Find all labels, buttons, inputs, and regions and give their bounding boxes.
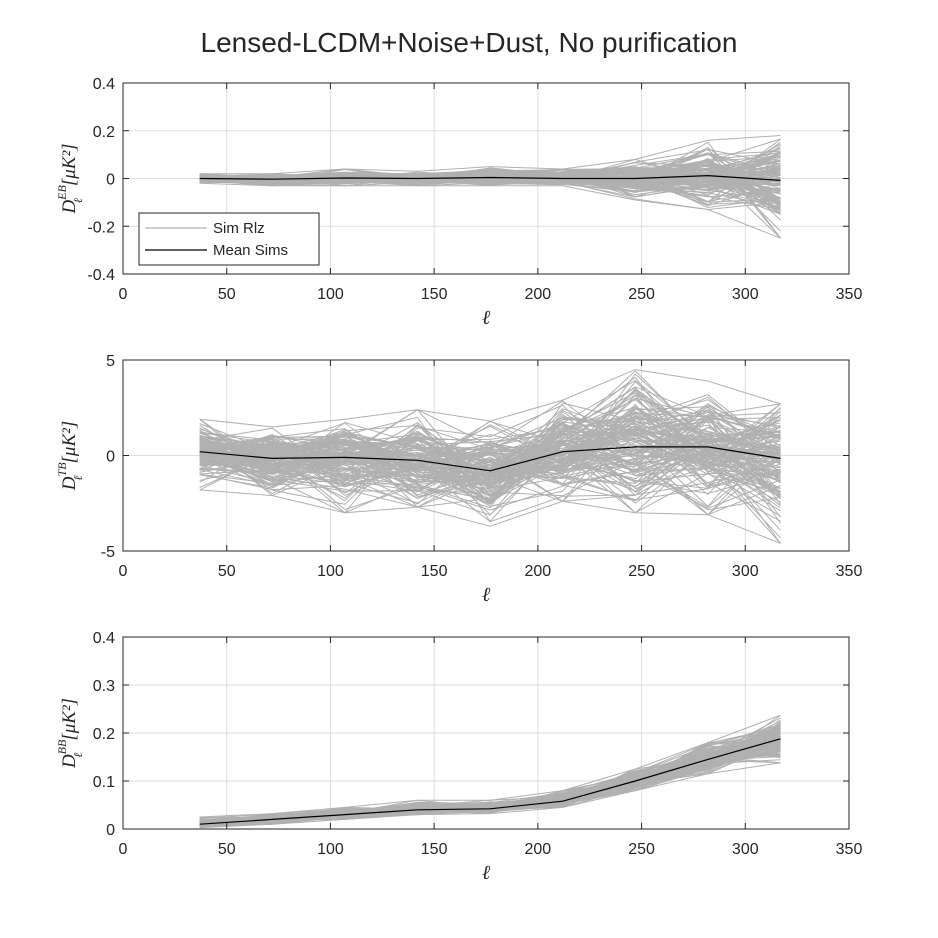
- sim-line: [199, 389, 781, 493]
- sim-line: [199, 424, 781, 493]
- y-tick-label: 0: [106, 449, 115, 466]
- legend: Sim Rlz Mean Sims: [138, 212, 320, 266]
- sim-line: [199, 419, 781, 484]
- mean-sims-line: [199, 446, 781, 472]
- sim-line: [199, 403, 781, 472]
- y-tick-label: 0.3: [93, 678, 115, 695]
- sim-line: [199, 437, 781, 487]
- sim-line: [199, 158, 781, 232]
- ticks: 0 50 100 150 200 250 300 350-505: [101, 353, 863, 580]
- ticks: 0 50 100 150 200 250 300 350 -0.4 -0.2 0 0.2 0.4: [87, 76, 862, 303]
- sim-line: [199, 422, 781, 468]
- x-tick-label: 350: [836, 563, 863, 580]
- x-tick-label: 350: [836, 841, 863, 858]
- sim-envelope-upper: [199, 369, 781, 428]
- sim-line: [199, 434, 781, 497]
- mean-sims-line: [199, 174, 781, 181]
- sim-line: [199, 432, 781, 512]
- sim-realizations: [199, 369, 781, 544]
- x-tick-label: 0: [119, 286, 128, 303]
- legend-label: Sim Rlz: [213, 220, 265, 237]
- sim-line: [199, 437, 781, 516]
- sim-line: [199, 394, 781, 479]
- subplots: 0 50 100 150 200 250 300 350-0.4-0.200.20.4ℓDEB…: [55, 76, 862, 884]
- y-tick-label: -0.2: [87, 219, 115, 236]
- x-tick-label: 100: [317, 286, 344, 303]
- sim-line: [199, 164, 781, 211]
- x-tick-label: 100: [317, 563, 344, 580]
- y-tick-label: -0.4: [87, 267, 115, 284]
- sim-envelope-lower: [199, 762, 781, 829]
- sim-line: [199, 739, 781, 822]
- sim-line: [199, 426, 781, 479]
- mean-sims-line: [199, 738, 781, 825]
- y-tick-label: 0: [106, 822, 115, 839]
- x-tick-label: 150: [421, 841, 448, 858]
- sim-envelope-lower: [199, 489, 781, 544]
- y-axis-label: DBBℓ[μK²]: [55, 698, 85, 769]
- x-tick-label: 250: [628, 286, 655, 303]
- x-tick-label: 250: [628, 563, 655, 580]
- x-tick-label: 200: [525, 841, 552, 858]
- x-tick-label: 200: [525, 286, 552, 303]
- x-tick-label: 200: [525, 563, 552, 580]
- x-tick-label: 150: [421, 286, 448, 303]
- sim-envelope-upper: [199, 714, 781, 818]
- sim-envelope-lower: [199, 182, 781, 239]
- y-axis-label: DEBℓ[μK²]: [55, 143, 85, 214]
- legend-label: Mean Sims: [213, 242, 288, 259]
- x-tick-label: 0: [119, 563, 128, 580]
- x-tick-label: 0: [119, 841, 128, 858]
- y-tick-label: -5: [101, 544, 115, 561]
- y-tick-label: 0.4: [93, 76, 115, 93]
- x-tick-label: 50: [218, 286, 236, 303]
- x-tick-label: 50: [218, 841, 236, 858]
- figure-title: Lensed-LCDM+Noise+Dust, No purification: [201, 27, 738, 58]
- sim-line: [199, 406, 781, 502]
- sim-line: [199, 443, 781, 514]
- sim-line: [199, 387, 781, 486]
- legend-box: [138, 212, 320, 266]
- y-tick-label: 0.4: [93, 630, 115, 647]
- x-axis-label: ℓ: [482, 307, 491, 329]
- x-tick-label: 350: [836, 286, 863, 303]
- x-tick-label: 300: [732, 841, 759, 858]
- sim-line: [199, 417, 781, 497]
- x-tick-label: 100: [317, 841, 344, 858]
- sim-envelope-upper: [199, 135, 781, 175]
- x-tick-label: 300: [732, 286, 759, 303]
- sim-line: [199, 406, 781, 494]
- x-tick-label: 300: [732, 563, 759, 580]
- x-tick-label: 50: [218, 563, 236, 580]
- sim-line: [199, 417, 781, 489]
- x-tick-label: 250: [628, 841, 655, 858]
- sim-realizations: [199, 714, 781, 829]
- y-tick-label: 5: [106, 353, 115, 370]
- ticks: 0 50 100 150 200 250 300 350 0 0.1 0.2 0.3 0.4: [93, 630, 863, 858]
- y-axis-label: DTBℓ[μK²]: [55, 421, 85, 491]
- y-tick-label: 0: [106, 172, 115, 189]
- y-tick-label: 0.2: [93, 124, 115, 141]
- y-tick-label: 0.2: [93, 726, 115, 743]
- x-axis-label: ℓ: [482, 862, 491, 884]
- subplot-1: 0 50 100 150 200 250 300 350 -0.4 -0.2 0 0.2 0.4 ℓ DEB…: [55, 76, 862, 329]
- subplot-3: 0 50 100 150 200 250 300 350 0 0.1 0.2 0.3 0.4 ℓ DBBℓ[…: [55, 630, 862, 884]
- x-axis-label: ℓ: [482, 584, 491, 606]
- sim-line: [199, 407, 781, 485]
- y-tick-label: 0.1: [93, 774, 115, 791]
- x-tick-label: 150: [421, 563, 448, 580]
